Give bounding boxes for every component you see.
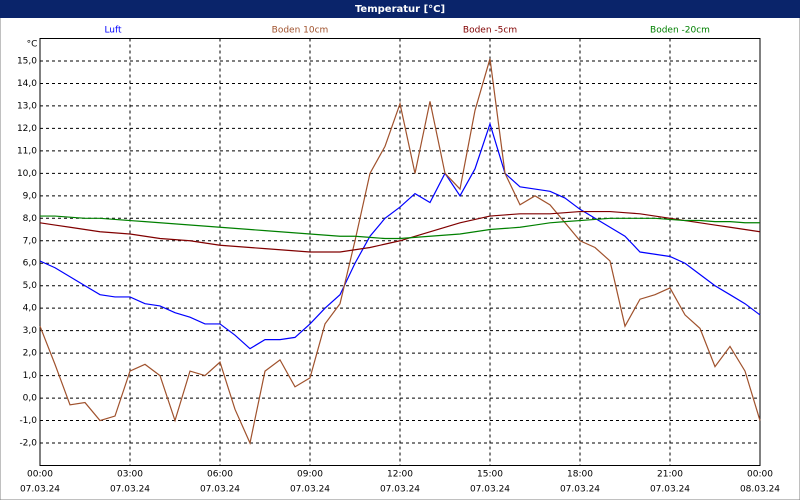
chart-title: Temperatur [°C] <box>355 4 445 15</box>
x-tick-date: 07.03.24 <box>560 485 600 495</box>
y-tick-label: 8,0 <box>23 214 38 224</box>
y-tick-label: 1,0 <box>23 371 38 381</box>
y-tick-label: 7,0 <box>23 236 38 246</box>
series-line <box>39 58 761 445</box>
x-tick-label: 03:00 <box>117 470 143 480</box>
y-tick-label: 3,0 <box>23 326 38 336</box>
x-tick-label: 15:00 <box>477 470 503 480</box>
y-unit: °C <box>27 40 38 50</box>
x-tick-label: 18:00 <box>567 470 593 480</box>
y-tick-label: 10,0 <box>17 169 37 179</box>
x-tick-date: 07.03.24 <box>470 485 510 495</box>
x-tick-date: 07.03.24 <box>650 485 690 495</box>
y-tick-label: 14,0 <box>17 79 37 89</box>
x-tick-date: 07.03.24 <box>20 485 60 495</box>
y-tick-label: 15,0 <box>17 56 37 66</box>
y-tick-label: -1,0 <box>19 416 37 426</box>
y-tick-label: 0,0 <box>23 394 38 404</box>
x-tick-date: 07.03.24 <box>290 485 330 495</box>
y-tick-label: 9,0 <box>23 191 38 201</box>
x-tick-date: 07.03.24 <box>110 485 150 495</box>
series-line <box>39 210 761 253</box>
x-tick-date: 08.03.24 <box>740 485 780 495</box>
y-tick-label: -2,0 <box>19 439 37 449</box>
series-line <box>39 121 761 350</box>
x-tick-date: 07.03.24 <box>380 485 420 495</box>
legend-entry: Boden -20cm <box>650 26 710 36</box>
x-tick-label: 21:00 <box>657 470 683 480</box>
legend-entry: Boden 10cm <box>272 26 329 36</box>
y-tick-label: 13,0 <box>17 101 37 111</box>
y-tick-label: 2,0 <box>23 349 38 359</box>
y-tick-label: 6,0 <box>23 259 38 269</box>
y-tick-label: 11,0 <box>17 146 37 156</box>
y-tick-label: 5,0 <box>23 281 38 291</box>
x-tick-label: 12:00 <box>387 470 413 480</box>
y-tick-label: 4,0 <box>23 304 38 314</box>
x-tick-date: 07.03.24 <box>200 485 240 495</box>
x-tick-label: 00:00 <box>747 470 773 480</box>
title-bar <box>0 0 800 18</box>
series-line <box>40 215 760 240</box>
x-tick-label: 00:00 <box>27 470 53 480</box>
y-tick-label: 12,0 <box>17 124 37 134</box>
legend-entry: Luft <box>104 26 122 36</box>
x-tick-label: 06:00 <box>207 470 233 480</box>
x-tick-label: 09:00 <box>297 470 323 480</box>
legend-entry: Boden -5cm <box>463 26 517 36</box>
